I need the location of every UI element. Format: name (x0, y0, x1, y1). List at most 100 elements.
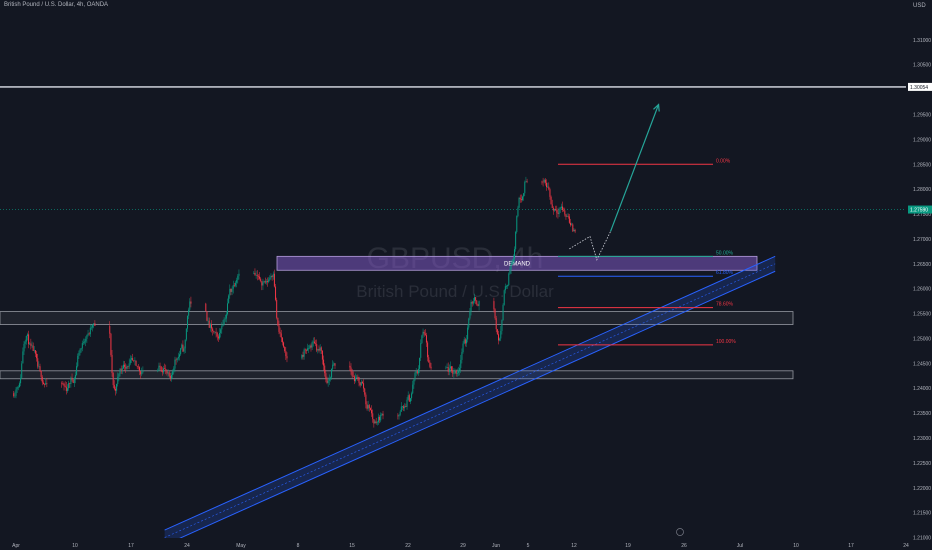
candle-body (117, 376, 119, 385)
candle-body (478, 301, 480, 306)
candle-body (217, 336, 219, 339)
candle-body (185, 328, 187, 340)
candle-body (132, 358, 134, 361)
candle-body (76, 366, 78, 375)
goto-realtime-icon[interactable] (676, 528, 684, 536)
candle-body (284, 346, 286, 352)
candle-body (461, 352, 463, 360)
candle-body (412, 384, 414, 394)
channel-upper-line[interactable] (164, 255, 776, 531)
candle-body (85, 338, 87, 342)
candle-body (270, 275, 272, 278)
candle-body (128, 363, 130, 367)
candle-body (125, 366, 127, 369)
candle-body (17, 387, 19, 388)
candle-body (220, 329, 222, 334)
candle-body (358, 377, 360, 383)
candle-body (449, 366, 451, 369)
candle-body (66, 388, 68, 392)
candle-body (141, 372, 143, 375)
candle-body (315, 343, 317, 345)
candle-body (558, 208, 560, 215)
candle-body (263, 281, 265, 283)
candle-body (255, 274, 257, 276)
currency-label[interactable]: USD (913, 3, 926, 9)
demand-zone[interactable] (276, 255, 758, 271)
candle-body (455, 370, 457, 374)
candle-body (206, 311, 208, 321)
candle-body (304, 349, 306, 351)
candle-body (470, 301, 472, 312)
candle-body (399, 411, 401, 415)
candle-body (212, 328, 214, 332)
horizontal-level-tag (908, 82, 932, 91)
candle-body (171, 374, 172, 379)
candle-body (121, 368, 123, 370)
candle-body (311, 342, 313, 348)
candle-body (468, 318, 470, 328)
candle-body (519, 197, 521, 200)
current-price-tag (908, 205, 932, 214)
candle-body (554, 209, 556, 211)
candle-body (230, 288, 232, 292)
candle-body (406, 399, 408, 407)
candle-body (238, 273, 240, 276)
candle-body (377, 416, 379, 423)
candle-body (36, 353, 38, 359)
candle-body (565, 214, 567, 217)
candle-body (268, 279, 270, 282)
time-tick-label: 17 (128, 543, 134, 549)
candle-body (509, 269, 511, 274)
channel-lower-line[interactable] (164, 270, 776, 546)
candle-body (400, 406, 402, 412)
fib-level-label-2: 61.80% (716, 270, 734, 276)
candle-body (471, 301, 473, 304)
candle-body (208, 320, 210, 328)
candle-body (272, 273, 274, 277)
candle-body (430, 366, 432, 369)
candle-body (328, 378, 330, 381)
price-tick-label: 1.27000 (913, 237, 931, 243)
time-tick-label: 12 (571, 543, 577, 549)
price-tick-label: 1.22000 (913, 486, 931, 492)
candle-body (546, 182, 548, 188)
candle-body (511, 261, 513, 265)
candle-body (517, 207, 519, 217)
time-scale[interactable]: Apr 10 17 24 May 8 15 22 29 Jun 5 12 19 26 Jul 10 17 24 (0, 528, 909, 550)
gray-zone-1[interactable] (0, 311, 794, 325)
candle-body (369, 408, 371, 411)
candle-body (505, 286, 507, 287)
candle-body (14, 395, 16, 397)
candle-body (254, 272, 256, 275)
gray-zone-2[interactable] (0, 370, 794, 380)
time-tick-label: Apr (12, 543, 20, 549)
candle-body (421, 335, 423, 344)
candle-body (367, 405, 369, 409)
projection-arrow-line[interactable] (609, 104, 660, 232)
candle-body (30, 343, 32, 346)
candle-body (109, 326, 111, 334)
candle-body (460, 359, 462, 369)
candle-body (331, 369, 333, 378)
candle-body (371, 410, 373, 414)
candle-body (317, 349, 319, 351)
candle-body (313, 341, 315, 344)
projection-arrow-head (653, 103, 660, 112)
candle-body (222, 324, 224, 327)
candle-body (373, 419, 375, 424)
candle-body (318, 349, 320, 351)
candle-body (79, 349, 81, 354)
candle-body (448, 368, 450, 372)
candle-body (499, 338, 501, 341)
candle-body (310, 345, 312, 348)
candle-body (566, 216, 568, 217)
candle-body (552, 208, 554, 211)
projection-path[interactable] (569, 231, 611, 261)
candle-body (190, 301, 192, 304)
candle-body (465, 339, 467, 344)
price-scale[interactable]: 1.31000 1.30500 1.29500 1.29000 1.28500 1.280… (906, 0, 932, 550)
candle-body (168, 372, 170, 376)
candle-body (350, 367, 352, 372)
